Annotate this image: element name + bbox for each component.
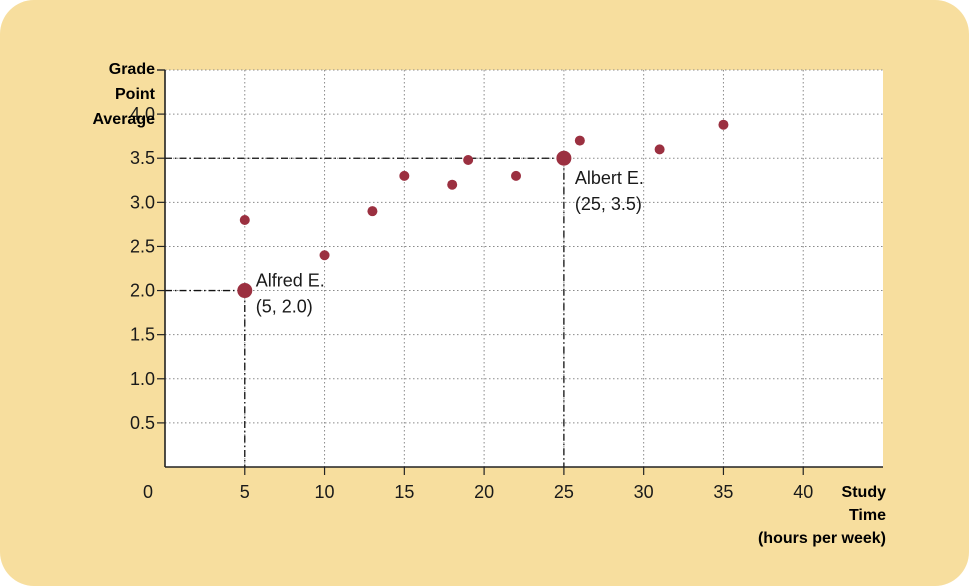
point-annotation: (25, 3.5)	[575, 194, 642, 214]
data-point	[319, 250, 330, 261]
highlighted-data-point	[556, 150, 572, 166]
point-annotation: Alfred E.	[256, 271, 325, 291]
point-annotation: Albert E.	[575, 168, 644, 188]
data-points	[237, 119, 729, 299]
data-point	[367, 206, 378, 217]
x-tick-labels: 0 5 10 15 20 25 30 35 40	[143, 482, 813, 502]
data-point	[463, 154, 474, 165]
x-axis-title-line-3: (hours per week)	[758, 530, 886, 547]
y-tick-label: 2.5	[130, 236, 155, 256]
x-axis-title-line-1: Study	[842, 484, 887, 501]
y-tick-label: 2.0	[130, 281, 155, 301]
y-tick-label: 0.5	[130, 413, 155, 433]
x-tick-label: 35	[713, 482, 733, 502]
y-tick-label: 1.0	[130, 369, 155, 389]
y-axis-title-line-1: Grade	[109, 61, 155, 78]
data-point	[574, 135, 585, 146]
data-point	[399, 170, 410, 181]
data-point	[718, 119, 729, 130]
x-tick-label: 15	[394, 482, 414, 502]
annotations: Alfred E. (5, 2.0) Albert E. (25, 3.5)	[256, 168, 644, 316]
point-annotation: (5, 2.0)	[256, 297, 313, 317]
axes	[157, 69, 883, 475]
y-axis-title-line-3: Average	[92, 111, 155, 128]
x-tick-label: 5	[240, 482, 250, 502]
y-tick-label: 4.0	[130, 104, 155, 124]
x-tick-label: 25	[554, 482, 574, 502]
data-point	[239, 214, 250, 225]
x-tick-label: 10	[315, 482, 335, 502]
y-tick-labels: 0.5 1.0 1.5 2.0 2.5 3.0 3.5 4.0	[130, 104, 155, 433]
data-point	[511, 170, 522, 181]
plot-area	[165, 70, 883, 467]
x-tick-label: 20	[474, 482, 494, 502]
data-point	[447, 179, 458, 190]
x-axis-title-line-2: Time	[849, 507, 886, 524]
highlighted-data-point	[237, 283, 253, 299]
y-axis-title-line-2: Point	[115, 86, 156, 103]
data-point	[654, 144, 665, 155]
y-tick-label: 3.5	[130, 148, 155, 168]
x-tick-label: 30	[634, 482, 654, 502]
guide-lines	[165, 157, 565, 467]
y-tick-label: 3.0	[130, 192, 155, 212]
y-tick-label: 1.5	[130, 325, 155, 345]
x-tick-label: 40	[793, 482, 813, 502]
x-tick-label: 0	[143, 482, 153, 502]
